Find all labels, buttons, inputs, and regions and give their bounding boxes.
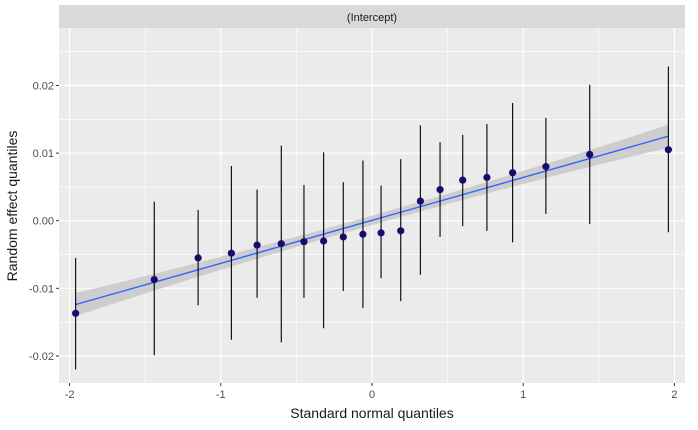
x-tick-label: 1 — [520, 389, 526, 401]
data-point — [586, 150, 594, 159]
data-point — [359, 230, 367, 238]
fit-line — [75, 135, 669, 306]
data-point — [253, 241, 261, 249]
y-axis: -0.02 -0.01 0.00 0.01 0.02 — [29, 80, 59, 363]
y-axis-title: Random effect quantiles — [4, 131, 20, 282]
x-axis-title: Standard normal quantiles — [290, 405, 453, 421]
data-point — [542, 163, 550, 171]
data-point — [150, 275, 158, 284]
y-tick-label: 0.01 — [33, 148, 54, 160]
x-tick-label: -2 — [65, 389, 75, 401]
data-point — [300, 238, 308, 246]
data-point — [227, 249, 235, 257]
data-point — [397, 227, 405, 235]
data-point — [664, 146, 672, 154]
data-point — [277, 240, 285, 248]
data-point — [436, 186, 444, 194]
data-point — [320, 237, 328, 245]
data-point — [459, 176, 467, 184]
x-axis: -2 -1 0 1 2 — [65, 383, 677, 401]
data-points — [72, 146, 672, 317]
data-point — [72, 309, 80, 317]
y-tick-label: 0.02 — [33, 80, 54, 92]
data-point — [509, 169, 517, 177]
y-tick-label: 0.00 — [33, 216, 54, 228]
x-tick-label: 2 — [671, 389, 677, 401]
x-tick-label: 0 — [369, 389, 375, 401]
data-point — [194, 254, 202, 262]
fit-line-group — [75, 135, 669, 306]
data-point — [377, 229, 385, 237]
data-point — [339, 233, 347, 241]
strip-background — [59, 5, 685, 28]
strip-label: (Intercept) — [347, 12, 397, 24]
data-point — [416, 197, 424, 205]
data-point — [483, 173, 491, 182]
y-tick-label: -0.02 — [29, 351, 54, 363]
grid-lines — [59, 28, 685, 383]
y-tick-label: -0.01 — [29, 283, 54, 295]
x-tick-label: -1 — [216, 389, 226, 401]
